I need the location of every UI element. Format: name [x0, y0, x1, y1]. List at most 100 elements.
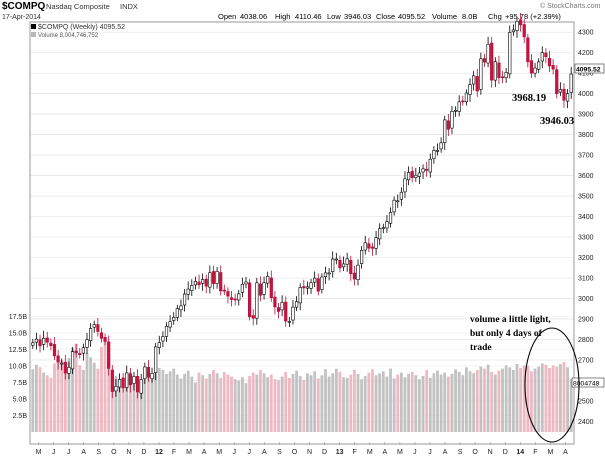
candle-body: [428, 158, 432, 173]
candle-body: [186, 288, 190, 295]
time-axis-ticks: M J J A S O N D 12 F M A M J J A S O N D 13 F M A M J J A S O N D 14 F M A: [36, 442, 568, 456]
candle-body: [338, 259, 342, 269]
volume-bar: [287, 377, 291, 432]
volume-bar: [461, 375, 465, 432]
volume-bar: [562, 362, 566, 432]
volume-bar: [522, 365, 526, 432]
candle-body: [417, 172, 422, 177]
price-tick-label: 3400: [578, 214, 594, 221]
low-value: 3946.03: [344, 12, 371, 21]
volume-bar: [349, 374, 353, 432]
volume-bar: [418, 379, 421, 432]
candle-body: [537, 61, 541, 70]
candle-body: [204, 278, 208, 287]
candle-body: [486, 43, 490, 64]
volume-bar: [190, 376, 194, 432]
volume-bar: [110, 371, 114, 432]
low-label: Low: [327, 12, 341, 21]
volume-bar: [128, 371, 132, 432]
candle-body: [132, 376, 136, 384]
time-tick-label: M: [186, 449, 192, 456]
time-tick-label: M: [547, 449, 553, 456]
volume-bar: [421, 375, 425, 432]
candle-body: [497, 62, 501, 78]
candle-body: [544, 52, 548, 58]
price-tick-label: 3900: [578, 112, 594, 119]
volume-note-line3: trade: [470, 343, 492, 353]
volume-bars: [31, 342, 573, 432]
volume-bar: [309, 375, 313, 432]
low1-annotation: 3968.19: [512, 93, 546, 104]
price-tick-label: 4000: [578, 91, 594, 98]
candle-body: [378, 228, 382, 240]
candle-body: [526, 37, 530, 63]
candle-body: [464, 92, 469, 103]
time-tick-label: J: [233, 449, 237, 456]
volume-bar: [248, 375, 252, 432]
candle-body: [164, 325, 169, 337]
volume-bar: [237, 380, 241, 432]
volume-bar: [161, 369, 165, 432]
candle-body: [280, 302, 284, 311]
time-tick-label: N: [307, 449, 312, 456]
candle-body: [42, 337, 46, 345]
candle-body: [67, 367, 71, 374]
time-tick-label: M: [36, 449, 42, 456]
volume-bar: [457, 371, 461, 432]
candle-body: [70, 351, 75, 370]
candle-body: [551, 65, 555, 70]
volume-bar: [219, 377, 223, 432]
volume-bar: [273, 379, 277, 432]
candle-body: [45, 337, 49, 343]
candle-body: [125, 372, 129, 388]
volume-bar: [266, 377, 270, 432]
volume-bar: [183, 373, 186, 432]
candle-body: [482, 58, 487, 63]
volume-bar: [251, 372, 255, 432]
candle-body: [31, 342, 35, 346]
volume-tick-label: 5.0B: [13, 397, 28, 404]
candle-body: [60, 362, 64, 365]
volume-tick-label: 10.0B: [9, 364, 28, 371]
volume-bar: [464, 367, 468, 432]
volume-bar: [446, 376, 450, 432]
time-tick-label: F: [172, 449, 176, 456]
candle-body: [244, 281, 248, 285]
volume-bar: [327, 376, 331, 432]
candle-body: [291, 306, 295, 321]
volume-bar: [71, 347, 74, 432]
volume-bar: [468, 371, 472, 432]
candle-body: [121, 377, 125, 389]
volume-tick-label: 12.5B: [9, 347, 28, 354]
time-tick-label: J: [428, 449, 432, 456]
volume-axis-ticks: 2.5B 5.0B 7.5B 10.0B 12.5B 15.0B 17.5B: [9, 314, 28, 420]
close-value: 4095.52: [398, 12, 425, 21]
candle-body: [327, 272, 331, 275]
volume-bar: [56, 356, 60, 432]
candle-body: [500, 76, 505, 79]
volume-bar: [439, 374, 443, 432]
volume-bar: [378, 373, 382, 432]
candle-body: [89, 328, 93, 341]
volume-bar: [118, 383, 121, 432]
volume-bar: [42, 372, 46, 432]
candle-body: [237, 293, 241, 301]
candle-body: [74, 350, 78, 354]
candle-body: [439, 142, 443, 150]
candle-body: [450, 110, 454, 129]
candle-body: [479, 58, 483, 90]
time-tick-label: 14: [516, 449, 524, 456]
price-tick-label: 2500: [578, 398, 594, 405]
volume-bar: [436, 370, 439, 432]
candle-body: [323, 272, 328, 278]
candle-body: [385, 221, 389, 229]
open-value: 4038.06: [240, 12, 267, 21]
candle-body: [396, 200, 400, 203]
candle-body: [172, 317, 176, 321]
volume-bar: [558, 364, 562, 432]
candle-body: [565, 93, 570, 102]
candle-body: [370, 246, 375, 249]
exchange-text: INDX: [120, 2, 138, 11]
candle-body: [446, 120, 450, 130]
candle-body: [78, 353, 82, 355]
